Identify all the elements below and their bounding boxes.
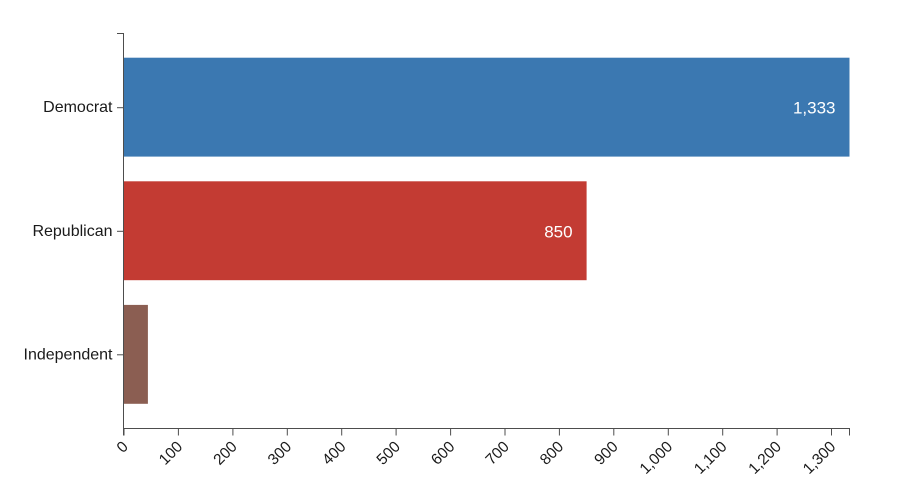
bar-republican [124,181,587,281]
bar-democrat [124,57,850,157]
x-axis-tick-label: 200 [210,438,241,469]
x-axis-tick-label: 400 [319,438,350,469]
x-axis-tick-label: 500 [374,438,405,469]
y-axis-line [117,33,124,429]
y-axis: Democrat Republican Independent [24,33,124,429]
x-axis-tick-label: 1,200 [745,438,785,478]
x-axis-tick-label: 1,300 [800,438,840,478]
y-axis-tick-label: Republican [32,223,112,240]
x-axis: 0 100 200 300 400 500 600 700 800 900 1,000 1,100 1,… [114,428,850,478]
x-axis-tick-label: 800 [537,438,568,469]
bar-value-label: 1,333 [793,99,836,118]
x-axis-tick-label: 300 [265,438,296,469]
x-axis-tick-label: 1,100 [691,438,731,478]
bar-independent [124,304,148,404]
x-axis-tick-label: 0 [114,438,132,456]
x-axis-tick-label: 900 [591,438,622,469]
y-axis-tick-label: Independent [24,346,114,363]
bars-group: 1,333 850 [124,57,850,404]
x-axis-tick-label: 100 [156,438,187,469]
x-axis-tick-label: 600 [428,438,459,469]
bar-value-label: 850 [544,222,572,241]
x-axis-tick-label: 700 [483,438,514,469]
y-axis-tick-label: Democrat [43,99,113,116]
x-axis-tick-label: 1,000 [637,438,677,478]
